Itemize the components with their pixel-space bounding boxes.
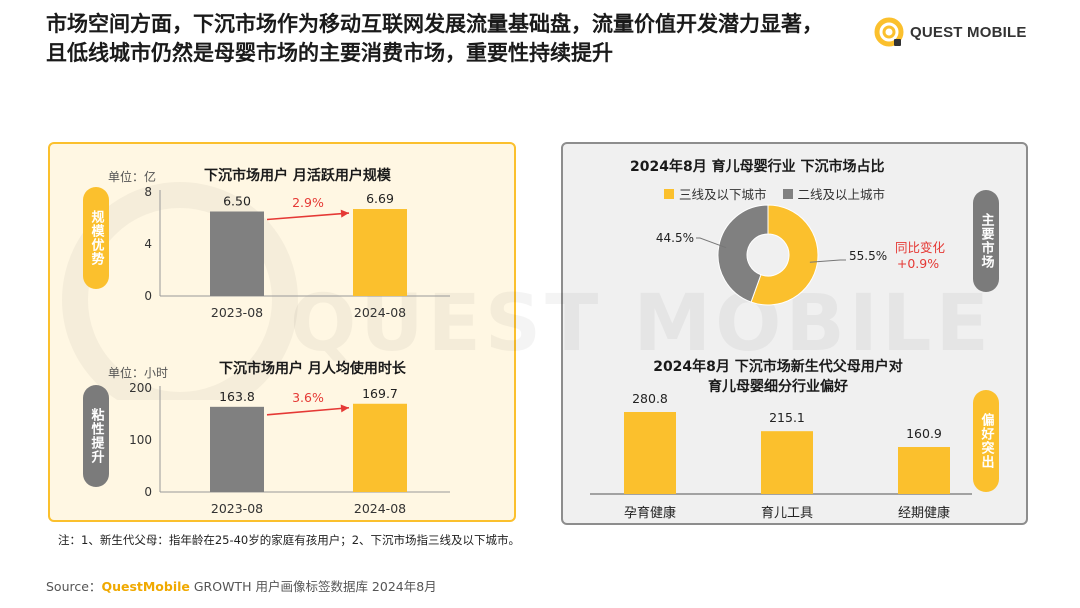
growth-arrow-head [340, 209, 349, 218]
x-tick-label: 孕育健康 [624, 505, 676, 521]
page-headline: 市场空间方面，下沉市场作为移动互联网发展流量基础盘，流量价值开发潜力显著，且低线… [46, 12, 823, 65]
y-tick-label: 4 [144, 237, 152, 251]
legend-lower-tier: 三线及以下城市 [679, 187, 767, 202]
share-legend: 三线及以下城市 二线及以上城市 [664, 184, 885, 203]
yoy-change-label: 同比变化 [895, 240, 946, 255]
y-tick-label: 0 [144, 485, 152, 499]
leader-line-lower-tier [809, 259, 846, 263]
legend-swatch-lower-tier [664, 188, 674, 199]
bar-value-label: 6.69 [366, 191, 394, 206]
source-prefix: Source： [46, 579, 102, 594]
mau-bar-chart: 0 4 8 6.50 2023-08 6.69 2024-08 2.9% [144, 185, 450, 320]
questmobile-logo-icon [874, 17, 904, 47]
bar-2024-08 [353, 209, 407, 296]
bar-2023-08 [210, 211, 264, 296]
left-panel [48, 142, 516, 522]
growth-rate-label: 2.9% [292, 195, 324, 210]
source-rest: GROWTH 用户画像标签数据库 2024年8月 [189, 579, 437, 594]
x-tick-label: 育儿工具 [761, 505, 813, 521]
donut-slice-upper-tier [717, 204, 769, 303]
stickiness-label: 粘性提升 [88, 408, 104, 464]
preference-tag: 偏好突出 [973, 390, 999, 492]
footnote: 注：1、新生代父母：指年龄在25-40岁的家庭有孩用户；2、下沉市场指三线及以下… [58, 533, 521, 547]
x-tick-label: 2024-08 [354, 501, 406, 516]
preference-bar-chart: 280.8 孕育健康 215.1 育儿工具 160.9 经期健康 [590, 391, 972, 521]
bar-2024-08 [353, 403, 407, 492]
x-tick-label: 经期健康 [898, 505, 950, 521]
share-value-lower-tier: 55.5% [849, 249, 887, 263]
main-market-tag: 主要市场 [973, 190, 999, 292]
bar-value-label: 215.1 [769, 410, 805, 425]
main-market-label: 主要市场 [978, 213, 994, 269]
y-tick-label: 8 [144, 185, 152, 199]
yoy-change-value: +0.9% [897, 256, 939, 271]
share-chart-title: 2024年8月 育儿母婴行业 下沉市场占比 [630, 159, 885, 175]
legend-upper-tier: 二线及以上城市 [797, 187, 886, 202]
bar-value-label: 163.8 [219, 389, 255, 404]
y-tick-label: 100 [129, 433, 152, 447]
bar-2023-08 [210, 406, 264, 492]
bar-孕育健康 [624, 412, 676, 494]
bar-经期健康 [898, 447, 950, 494]
preference-chart-title-1: 2024年8月 下沉市场新生代父母用户对 [653, 359, 903, 375]
growth-arrow-line [266, 406, 350, 416]
growth-arrow-head [340, 404, 349, 413]
logo-text: QUEST MOBILE [910, 23, 1027, 41]
usage-unit: 单位：小时 [108, 366, 169, 380]
bar-value-label: 160.9 [906, 426, 942, 441]
bar-育儿工具 [761, 431, 813, 494]
leader-line-upper-tier [696, 237, 727, 249]
x-tick-label: 2023-08 [211, 305, 263, 320]
source-line: Source：QuestMobile GROWTH 用户画像标签数据库 2024… [46, 576, 437, 595]
brand-logo: QUEST MOBILE [872, 14, 1027, 50]
y-tick-label: 0 [144, 289, 152, 303]
preference-label: 偏好突出 [978, 413, 994, 469]
preference-chart-title-2: 育儿母婴细分行业偏好 [708, 379, 848, 395]
stickiness-tag: 粘性提升 [83, 385, 109, 487]
growth-arrow-line [266, 212, 350, 221]
share-donut-chart: 55.5% 44.5% 同比变化+0.9% [656, 204, 946, 306]
bar-value-label: 280.8 [632, 391, 668, 406]
usage-chart-title: 下沉市场用户 月人均使用时长 [219, 361, 406, 377]
x-tick-label: 2024-08 [354, 305, 406, 320]
x-tick-label: 2023-08 [211, 501, 263, 516]
scale-advantage-label: 规模优势 [88, 210, 104, 266]
donut-slice-lower-tier [750, 204, 819, 306]
bar-value-label: 169.7 [362, 386, 398, 401]
mau-chart-title: 下沉市场用户 月活跃用户规模 [204, 168, 391, 184]
usage-bar-chart: 0 100 200 163.8 2023-08 169.7 2024-08 3.6% [129, 381, 450, 516]
growth-rate-label: 3.6% [292, 390, 324, 405]
bar-value-label: 6.50 [223, 194, 251, 209]
share-value-upper-tier: 44.5% [656, 231, 694, 245]
y-tick-label: 200 [129, 381, 152, 395]
source-brand: QuestMobile [101, 579, 190, 594]
mau-unit: 单位：亿 [108, 170, 157, 184]
legend-swatch-upper-tier [782, 188, 793, 199]
scale-advantage-tag: 规模优势 [83, 187, 109, 289]
